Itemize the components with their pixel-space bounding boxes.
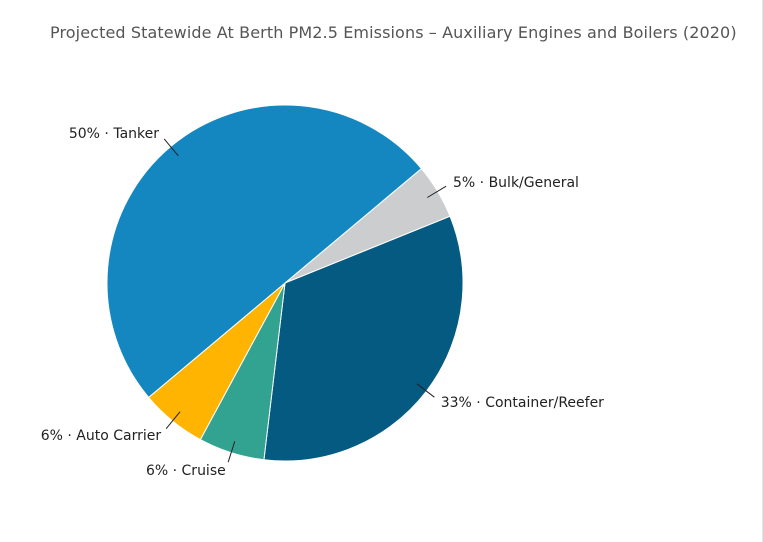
leader-line-container-reefer — [416, 383, 435, 398]
slice-name-container-reefer: Container/Reefer — [485, 395, 604, 411]
slice-name-bulk-general: Bulk/General — [489, 175, 579, 191]
slice-percent-bulk-general: 5% — [453, 175, 475, 191]
slice-name-auto-carrier: Auto Carrier — [76, 428, 161, 444]
slice-label-auto-carrier: 6% · Auto Carrier — [41, 428, 162, 444]
slice-name-tanker: Tanker — [112, 126, 159, 142]
label-separator: · — [472, 395, 485, 411]
pie-slices — [106, 104, 464, 462]
label-separator: · — [168, 463, 181, 479]
slice-percent-auto-carrier: 6% — [41, 428, 63, 444]
leader-line-auto-carrier — [165, 411, 181, 430]
slice-label-cruise: 6% · Cruise — [146, 463, 226, 479]
label-separator: · — [475, 175, 488, 191]
slice-label-container-reefer: 33% · Container/Reefer — [441, 395, 604, 411]
leader-line-cruise — [227, 441, 236, 463]
leader-line-bulk-general — [427, 185, 447, 198]
slice-label-tanker: 50% · Tanker — [69, 126, 159, 142]
slice-percent-tanker: 50% — [69, 126, 100, 142]
label-separator: · — [63, 428, 76, 444]
slice-percent-container-reefer: 33% — [441, 395, 472, 411]
leader-lines — [163, 138, 447, 463]
chart-title: Projected Statewide At Berth PM2.5 Emiss… — [50, 23, 737, 42]
slice-name-cruise: Cruise — [182, 463, 226, 479]
leader-line-tanker — [163, 138, 179, 157]
slice-labels: 5% · Bulk/General 33% · Container/Reefer 6… — [41, 126, 604, 479]
slice-percent-cruise: 6% — [146, 463, 168, 479]
slice-label-bulk-general: 5% · Bulk/General — [453, 175, 579, 191]
label-separator: · — [100, 126, 113, 142]
